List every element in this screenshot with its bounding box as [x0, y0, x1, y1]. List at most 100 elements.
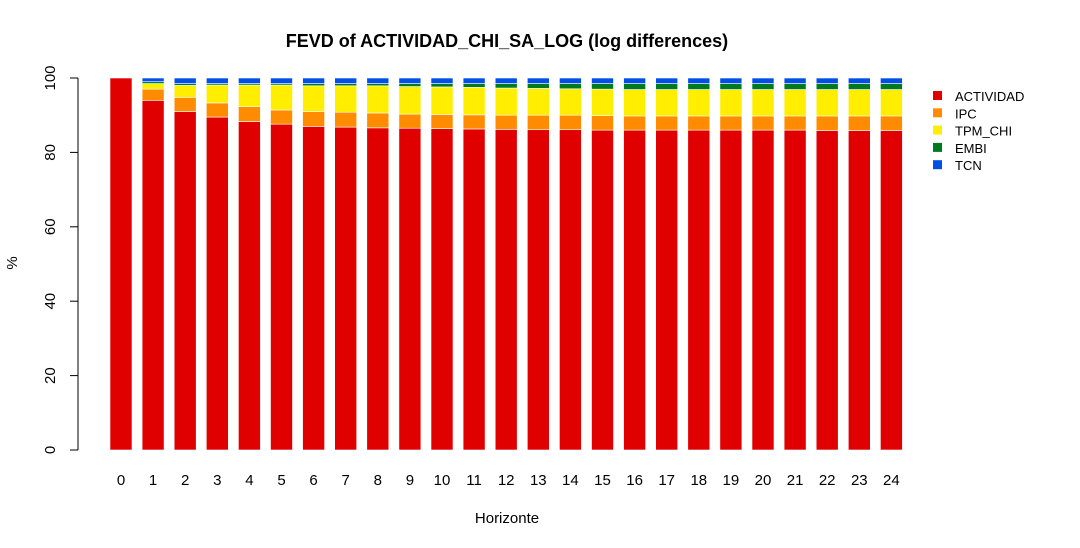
- x-tick-label: 22: [819, 472, 836, 489]
- legend-label: EMBI: [955, 141, 987, 156]
- legend: ACTIVIDAD IPC TPM_CHI EMBI TCN: [933, 89, 1024, 173]
- x-tick-label: 11: [466, 472, 482, 489]
- x-tick-label: 15: [594, 472, 611, 489]
- legend-label: IPC: [955, 106, 977, 121]
- legend-label: ACTIVIDAD: [955, 89, 1024, 104]
- bar-segment: [334, 85, 358, 113]
- bar-segment: [687, 129, 711, 451]
- bar-segment: [783, 83, 807, 90]
- bar-segment: [494, 114, 518, 130]
- bar-segment: [623, 89, 646, 117]
- bars-group: [109, 77, 903, 451]
- bar-segment: [751, 129, 775, 451]
- bar-segment: [238, 106, 261, 122]
- bar-segment: [559, 83, 582, 90]
- bar-segment: [173, 77, 197, 84]
- bar-segment: [270, 84, 293, 111]
- bar-segment: [494, 77, 518, 84]
- x-tick-label: 16: [626, 472, 643, 489]
- bar-segment: [526, 83, 550, 89]
- bar-segment: [270, 109, 293, 125]
- bar-segment: [751, 115, 775, 131]
- bar-segment: [238, 77, 261, 84]
- x-tick-label: 0: [117, 472, 125, 489]
- legend-swatch: [933, 142, 942, 152]
- bar-segment: [815, 89, 839, 117]
- x-axis-label: Horizonte: [475, 510, 539, 527]
- x-tick-label: 21: [787, 472, 804, 489]
- x-tick-label: 6: [309, 472, 317, 489]
- bar-segment: [591, 83, 614, 90]
- bar-segment: [591, 88, 614, 116]
- x-tick-label: 24: [883, 472, 900, 489]
- bar-segment: [334, 83, 358, 87]
- x-tick-label: 4: [245, 472, 253, 489]
- bar-segment: [270, 123, 293, 451]
- bar-segment: [847, 83, 871, 90]
- bar-segment: [430, 86, 454, 115]
- bar-segment: [815, 77, 839, 84]
- bar-segment: [526, 114, 550, 131]
- bar-segment: [655, 83, 679, 90]
- bar-segment: [623, 77, 646, 84]
- legend-swatch: [933, 108, 942, 118]
- y-tick-label: 60: [42, 218, 59, 235]
- bar-segment: [141, 88, 165, 101]
- bar-segment: [783, 89, 807, 117]
- legend-label: TCN: [955, 158, 982, 173]
- x-tick-label: 20: [755, 472, 772, 489]
- bar-segment: [526, 77, 550, 84]
- bar-segment: [494, 129, 518, 451]
- bar-segment: [591, 77, 614, 84]
- bar-segment: [815, 130, 839, 451]
- bar-segment: [141, 77, 165, 83]
- bar-segment: [398, 86, 422, 115]
- bar-segment: [462, 128, 486, 451]
- bar-segment: [815, 115, 839, 131]
- bar-segment: [880, 115, 903, 131]
- bar-segment: [398, 77, 422, 84]
- bar-segment: [302, 85, 325, 112]
- y-axis: 0 20 40 60 80 100: [42, 65, 79, 454]
- bar-segment: [398, 113, 422, 129]
- bar-segment: [847, 89, 871, 117]
- legend-swatch: [933, 160, 942, 170]
- x-tick-label: 18: [690, 472, 707, 489]
- bar-segment: [847, 115, 871, 131]
- bar-segment: [430, 114, 454, 129]
- bar-segment: [847, 77, 871, 84]
- bar-segment: [655, 77, 679, 84]
- bar-segment: [494, 83, 518, 89]
- bar-segment: [462, 77, 486, 84]
- bar-segment: [494, 87, 518, 116]
- bar-segment: [783, 77, 807, 84]
- bar-segment: [559, 77, 582, 84]
- bar-segment: [623, 129, 646, 451]
- bar-segment: [430, 83, 454, 88]
- bar-segment: [719, 83, 743, 90]
- legend-swatch: [933, 91, 942, 100]
- y-tick-label: 20: [42, 367, 59, 384]
- legend-label: TPM_CHI: [955, 124, 1012, 139]
- bar-segment: [238, 121, 261, 451]
- bar-segment: [334, 77, 358, 84]
- y-tick-label: 80: [42, 144, 59, 161]
- bar-segment: [430, 77, 454, 84]
- x-tick-label: 17: [658, 472, 675, 489]
- x-tick-label: 8: [374, 472, 382, 489]
- y-axis-label: %: [4, 256, 21, 269]
- bar-segment: [366, 77, 390, 84]
- bar-segment: [173, 85, 197, 98]
- bar-segment: [719, 89, 743, 117]
- bar-segment: [302, 83, 325, 87]
- x-tick-label: 9: [406, 472, 414, 489]
- bar-segment: [591, 115, 614, 131]
- bar-segment: [206, 84, 229, 104]
- x-tick-label: 5: [277, 472, 285, 489]
- y-tick-label: 40: [42, 293, 59, 310]
- bar-segment: [751, 77, 775, 84]
- bar-segment: [751, 83, 775, 90]
- bar-segment: [847, 130, 871, 451]
- bar-segment: [462, 83, 486, 88]
